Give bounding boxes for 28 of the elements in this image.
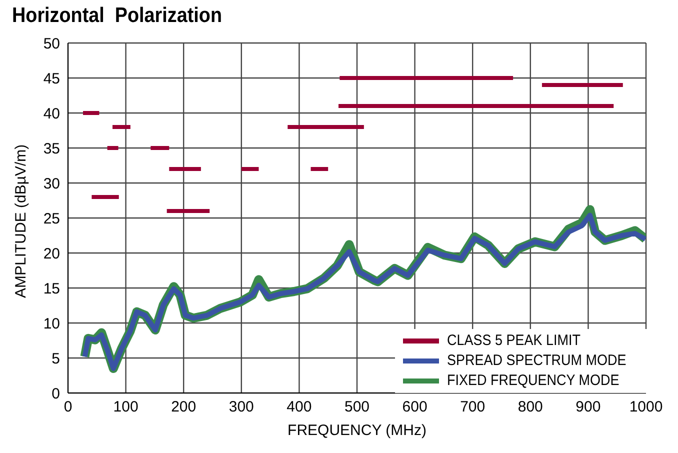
x-tick-label: 500 [344, 398, 370, 416]
y-tick-label: 25 [43, 210, 60, 228]
x-tick-label: 1000 [629, 398, 663, 416]
y-tick-label: 40 [43, 105, 60, 122]
y-tick-label: 0 [52, 385, 60, 402]
x-tick-label: 600 [402, 398, 428, 416]
x-tick-label: 100 [113, 398, 138, 416]
x-tick-label: 900 [576, 398, 601, 416]
y-tick-label: 45 [43, 70, 60, 88]
x-tick-label: 300 [228, 398, 254, 416]
x-tick-label: 0 [64, 398, 72, 416]
y-tick-label: 15 [43, 280, 60, 298]
legend-label: SPREAD SPECTRUM MODE [446, 351, 626, 371]
y-axis-title: AMPLITUDE (dBµV/m) [12, 144, 30, 298]
chart-title: Horizontal Polarization [12, 4, 222, 28]
x-axis-title: FREQUENCY (MHz) [288, 422, 426, 439]
x-tick-label: 200 [171, 398, 196, 416]
x-tick-label: 800 [518, 398, 543, 416]
y-tick-label: 35 [43, 140, 60, 158]
x-tick-label: 400 [286, 398, 312, 416]
y-tick-label: 50 [43, 35, 60, 52]
y-tick-label: 30 [43, 175, 60, 192]
x-tick-label: 700 [460, 398, 486, 416]
legend-label: CLASS 5 PEAK LIMIT [446, 331, 580, 351]
y-tick-label: 20 [43, 245, 60, 262]
legend-label: FIXED FREQUENCY MODE [446, 371, 620, 391]
y-tick-label: 5 [52, 350, 60, 368]
y-tick-label: 10 [43, 315, 60, 332]
